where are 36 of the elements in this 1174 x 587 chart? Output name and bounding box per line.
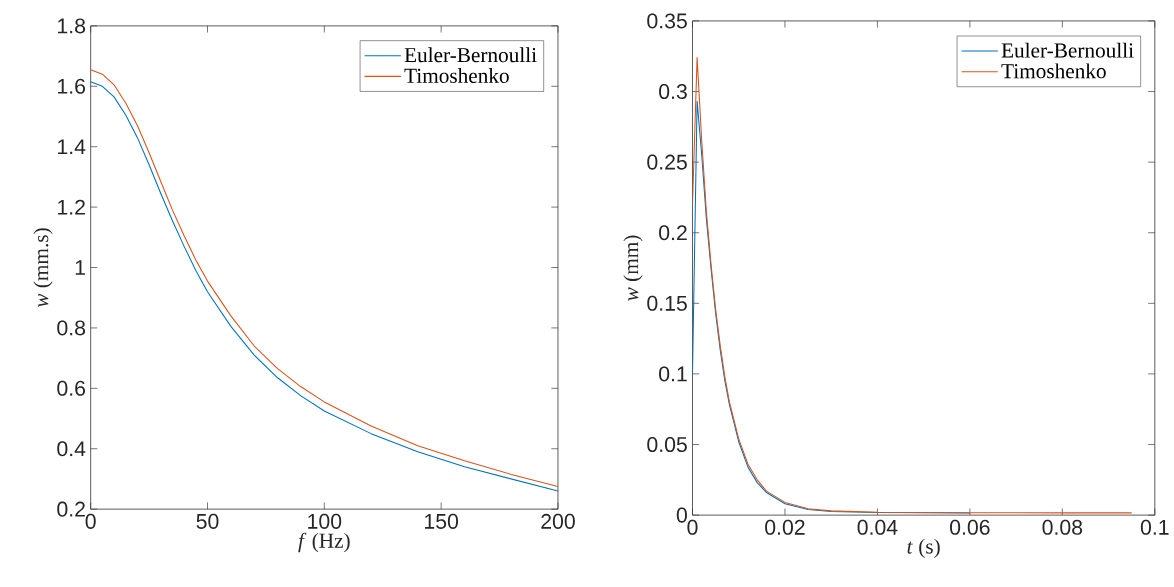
legend-label: Timoshenko xyxy=(1001,63,1106,79)
x-tick-label: 0.06 xyxy=(950,519,990,535)
line-series xyxy=(692,57,1133,514)
y-tick-label: 1.2 xyxy=(58,199,85,215)
y-tick-label: 0.25 xyxy=(647,154,687,170)
y-tick-label: 0.2 xyxy=(57,501,85,517)
y-tick-label: 0.15 xyxy=(647,295,687,311)
y-tick-label: 0.3 xyxy=(659,84,687,100)
y-tick-label: 0.6 xyxy=(57,380,86,396)
legend-label: Timoshenko xyxy=(404,68,509,84)
y-tick-label: 1.4 xyxy=(58,139,86,155)
y-tick-label: 1.8 xyxy=(58,18,86,34)
x-tick-label: 0.04 xyxy=(857,519,898,535)
x-tick-label: 0.08 xyxy=(1042,519,1083,535)
y-tick-label: 0.05 xyxy=(647,437,687,453)
y-tick-label: 1 xyxy=(75,260,85,275)
y-tick-label: 0.4 xyxy=(57,441,86,457)
y-tick-label: 1.6 xyxy=(58,78,86,94)
legend-label: Euler-Bernoulli xyxy=(1001,42,1134,58)
x-tick-label: 0.1 xyxy=(1140,519,1169,535)
x-tick-label: 200 xyxy=(541,513,575,529)
x-axis-title: f (Hz) xyxy=(298,532,350,553)
x-tick-label: 50 xyxy=(196,513,219,529)
y-tick-label: 0.2 xyxy=(659,225,687,241)
x-axis-title: t (s) xyxy=(907,538,940,558)
x-tick-label: 100 xyxy=(308,513,342,529)
y-axis-title: w (mm.s) xyxy=(33,228,53,308)
y-tick-label: 0.8 xyxy=(57,320,86,336)
legend-label: Euler-Bernoulli xyxy=(404,47,537,63)
x-tick-label: 150 xyxy=(425,513,459,529)
y-axis-title: w (mm) xyxy=(623,235,643,301)
x-tick-label: 0 xyxy=(85,513,96,529)
x-tick-label: 0 xyxy=(687,519,698,535)
x-tick-label: 0.02 xyxy=(765,519,805,535)
y-tick-label: 0.1 xyxy=(659,366,687,382)
y-tick-label: 0.35 xyxy=(647,13,687,29)
